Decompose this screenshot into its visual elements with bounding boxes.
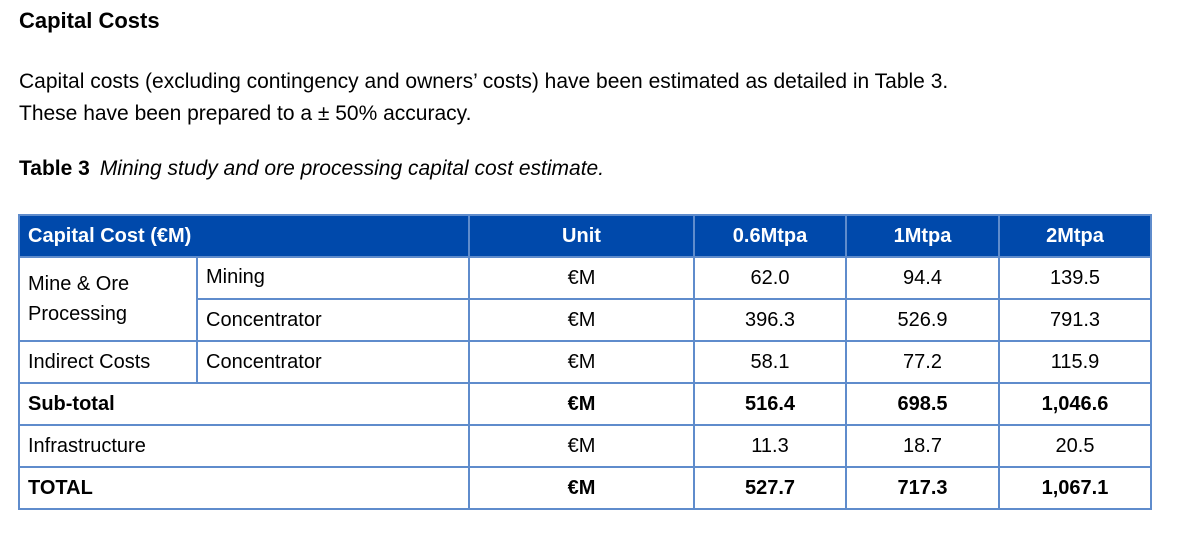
value-cell: 62.0: [693, 256, 847, 300]
value-cell: 1,046.6: [998, 382, 1152, 426]
paragraph: Capital costs (excluding contingency and…: [19, 66, 948, 130]
unit-cell: €M: [468, 256, 695, 300]
section-heading: Capital Costs: [19, 8, 160, 33]
capital-cost-table: Capital Cost (€M) Unit 0.6Mtpa 1Mtpa 2Mt…: [18, 214, 1152, 510]
unit-cell: €M: [468, 382, 695, 426]
unit-cell: €M: [468, 298, 695, 342]
value-cell: 516.4: [693, 382, 847, 426]
value-cell: 77.2: [845, 340, 1000, 384]
value-cell: 717.3: [845, 466, 1000, 510]
value-cell: 1,067.1: [998, 466, 1152, 510]
header-cell: Unit: [468, 214, 695, 258]
header-cell: Capital Cost (€M): [18, 214, 470, 258]
value-cell: 115.9: [998, 340, 1152, 384]
value-cell: 139.5: [998, 256, 1152, 300]
caption-label: Table 3: [19, 157, 90, 180]
value-cell: 526.9: [845, 298, 1000, 342]
paragraph-line: Capital costs (excluding contingency and…: [19, 70, 949, 93]
unit-cell: €M: [468, 340, 695, 384]
caption-text: Mining study and ore processing capital …: [99, 157, 605, 180]
table-header-row: Capital Cost (€M) Unit 0.6Mtpa 1Mtpa 2Mt…: [18, 214, 1152, 258]
value-cell: 698.5: [845, 382, 1000, 426]
unit-cell: €M: [468, 466, 695, 510]
table-row: Mine & Ore Processing Mining €M 62.0 94.…: [18, 256, 1152, 342]
table-row: Indirect Costs Concentrator €M 58.1 77.2…: [18, 340, 1152, 384]
table-caption: Table 3 Mining study and ore processing c…: [19, 157, 604, 181]
item-cell: Mining: [196, 256, 470, 300]
value-cell: 58.1: [693, 340, 847, 384]
header-cell: 0.6Mtpa: [693, 214, 847, 258]
value-cell: 527.7: [693, 466, 847, 510]
item-cell: Concentrator: [196, 298, 470, 342]
value-cell: 396.3: [693, 298, 847, 342]
header-cell: 2Mtpa: [998, 214, 1152, 258]
value-cell: 11.3: [693, 424, 847, 468]
group-cell: Mine & Ore Processing: [18, 256, 198, 342]
group-cell: Indirect Costs: [18, 340, 198, 384]
group-cell: TOTAL: [18, 466, 197, 510]
group-cell: Infrastructure: [18, 424, 470, 468]
value-cell: 791.3: [998, 298, 1152, 342]
table-row: Infrastructure €M 11.3 18.7 20.5: [18, 424, 1152, 468]
item-cell: [197, 466, 470, 510]
value-cell: 20.5: [998, 424, 1152, 468]
unit-cell: €M: [468, 424, 695, 468]
subtotal-row: Sub-total €M 516.4 698.5 1,046.6: [18, 382, 1152, 426]
item-cell: Concentrator: [196, 340, 470, 384]
value-cell: 18.7: [845, 424, 1000, 468]
group-cell: Sub-total: [18, 382, 470, 426]
paragraph-line: These have been prepared to a ± 50% accu…: [19, 102, 472, 125]
header-cell: 1Mtpa: [845, 214, 1000, 258]
value-cell: 94.4: [845, 256, 1000, 300]
total-row: TOTAL €M 527.7 717.3 1,067.1: [18, 466, 1152, 510]
table-row: Concentrator €M 396.3 526.9 791.3: [19, 298, 1152, 342]
